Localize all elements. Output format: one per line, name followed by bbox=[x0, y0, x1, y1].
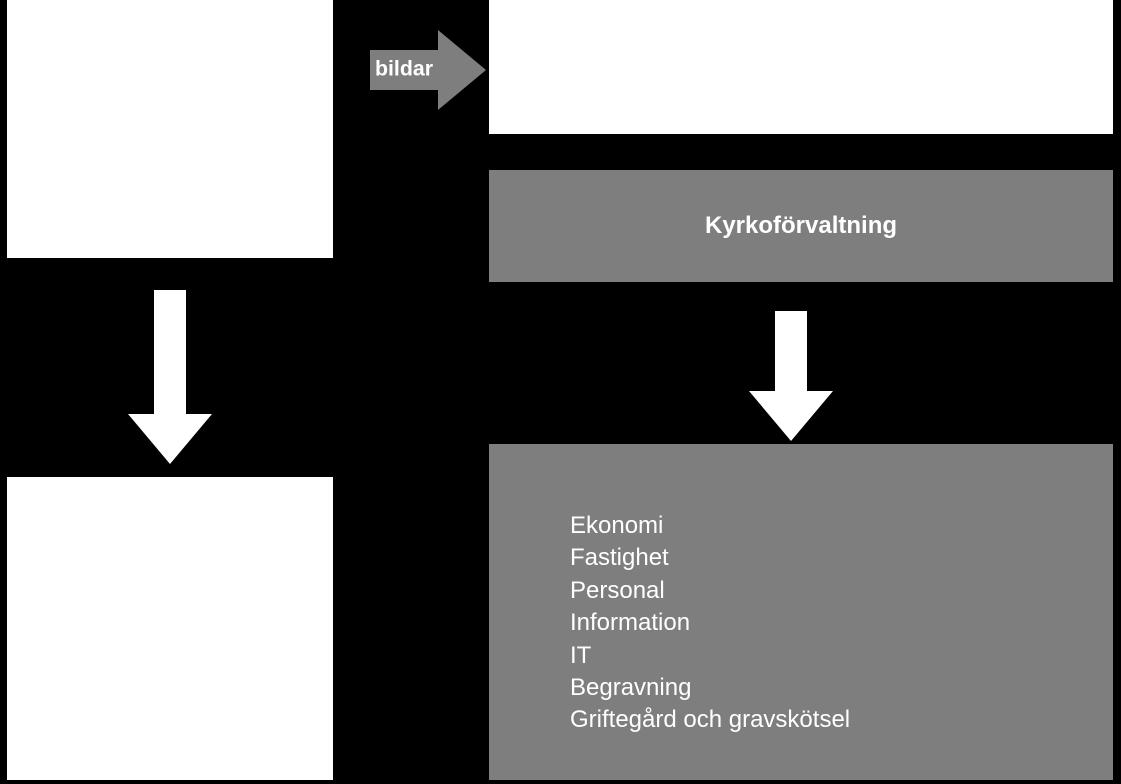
bottom-right-list-item: Fastighet bbox=[570, 542, 850, 574]
diagram-canvas: bildar Kyrkoförvaltning EkonomiFastighetPe… bbox=[0, 0, 1121, 784]
bottom-right-list-item: Personal bbox=[570, 575, 850, 607]
right-down-arrow bbox=[749, 311, 833, 441]
left-down-arrow bbox=[128, 290, 212, 464]
mid-right-box-label: Kyrkoförvaltning bbox=[705, 212, 897, 240]
mid-right-box: Kyrkoförvaltning bbox=[489, 170, 1113, 282]
bildar-arrow-label: bildar bbox=[375, 57, 433, 81]
bildar-arrow: bildar bbox=[370, 30, 486, 110]
bottom-right-list: EkonomiFastighetPersonalInformationITBeg… bbox=[570, 510, 850, 737]
bottom-left-box bbox=[7, 477, 333, 780]
bottom-right-box: EkonomiFastighetPersonalInformationITBeg… bbox=[489, 444, 1113, 780]
bottom-right-list-item: Information bbox=[570, 607, 850, 639]
bottom-right-list-item: Begravning bbox=[570, 672, 850, 704]
bottom-right-list-item: IT bbox=[570, 640, 850, 672]
top-right-box bbox=[489, 0, 1113, 134]
bottom-right-list-item: Ekonomi bbox=[570, 510, 850, 542]
top-left-box bbox=[7, 0, 333, 258]
bottom-right-list-item: Griftegård och gravskötsel bbox=[570, 704, 850, 736]
